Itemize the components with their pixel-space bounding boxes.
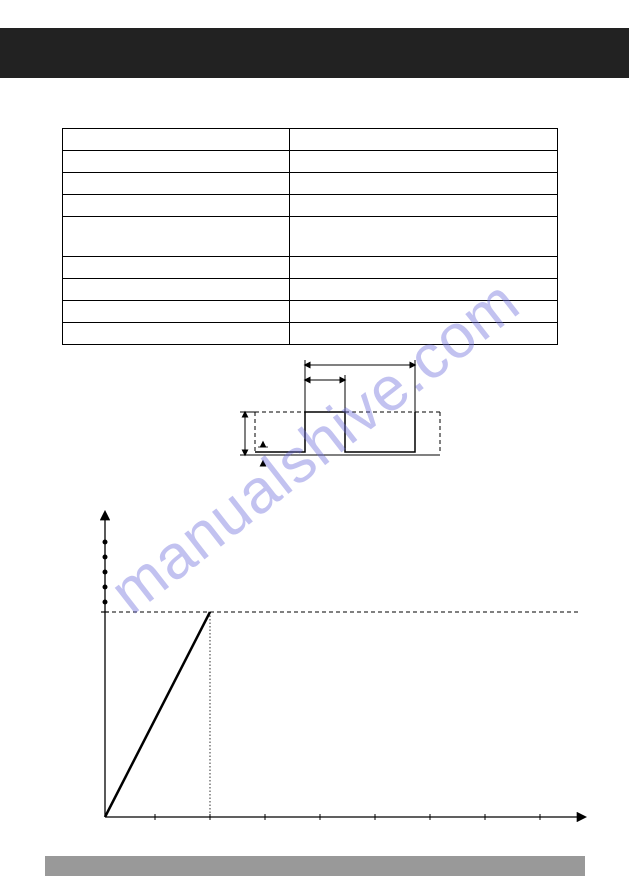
cell [63, 151, 290, 173]
cell [289, 151, 557, 173]
header-bar [0, 28, 629, 78]
cell [289, 257, 557, 279]
table-row [63, 129, 558, 151]
cell [289, 279, 557, 301]
table-row [63, 173, 558, 195]
table-row [63, 195, 558, 217]
cell [63, 279, 290, 301]
cell [63, 173, 290, 195]
cell [289, 195, 557, 217]
table-row [63, 217, 558, 257]
cell [63, 217, 290, 257]
cell [289, 173, 557, 195]
cell [63, 195, 290, 217]
cell [63, 301, 290, 323]
cell [289, 129, 557, 151]
cell [289, 301, 557, 323]
spec-table [62, 128, 558, 345]
table-row [63, 151, 558, 173]
table-row [63, 279, 558, 301]
cell [63, 129, 290, 151]
cell [289, 323, 557, 345]
table-row [63, 257, 558, 279]
table-row [63, 301, 558, 323]
table-row [63, 323, 558, 345]
output-graph [90, 507, 590, 837]
cell [289, 217, 557, 257]
cell [63, 323, 290, 345]
cell [63, 257, 290, 279]
timing-diagram [215, 355, 445, 475]
footer-bar [45, 856, 585, 876]
